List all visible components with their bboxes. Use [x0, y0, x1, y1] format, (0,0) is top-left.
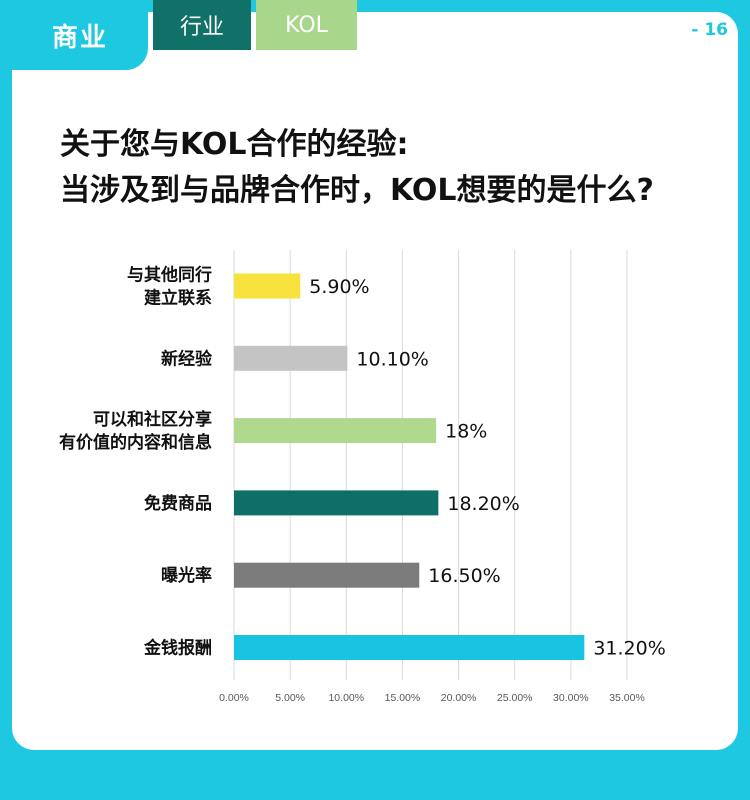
category-label: 与其他同行 — [127, 265, 212, 286]
page-number: - 16 — [691, 20, 728, 40]
bar-value-label: 5.90% — [309, 276, 369, 298]
bar — [234, 418, 437, 444]
bar — [234, 345, 348, 371]
category-label: 可以和社区分享 — [93, 409, 212, 430]
bar — [234, 490, 439, 516]
bar — [234, 562, 420, 588]
x-tick-label: 20.00% — [441, 692, 477, 704]
x-tick-label: 25.00% — [497, 692, 533, 704]
category-label: 新经验 — [161, 348, 213, 369]
x-tick-label: 30.00% — [553, 692, 589, 704]
category-label: 曝光率 — [161, 565, 212, 586]
category-label: 建立联系 — [144, 288, 212, 309]
category-label: 有价值的内容和信息 — [59, 432, 212, 453]
bar-value-label: 10.10% — [356, 348, 428, 370]
tab-business[interactable]: 商业 — [12, 0, 148, 70]
category-label: 免费商品 — [144, 493, 212, 514]
tab-industry[interactable]: 行业 — [153, 0, 251, 50]
page-title: 关于您与KOL合作的经验: 当涉及到与品牌合作时，KOL想要的是什么? — [60, 122, 740, 214]
bar-value-label: 31.20% — [593, 638, 665, 660]
tab-kol[interactable]: KOL — [256, 0, 357, 50]
content-card — [12, 12, 738, 750]
x-tick-label: 10.00% — [328, 692, 364, 704]
x-tick-label: 5.00% — [275, 692, 305, 704]
bar — [234, 273, 301, 299]
x-tick-label: 35.00% — [609, 692, 645, 704]
category-label: 金钱报酬 — [143, 638, 212, 659]
footer-brand: LAUNCHMETRICS — [28, 758, 217, 780]
x-tick-label: 15.00% — [385, 692, 421, 704]
bar-value-label: 18% — [445, 421, 487, 443]
bar — [234, 635, 585, 660]
title-line-1: 关于您与KOL合作的经验: — [60, 127, 409, 162]
bar-value-label: 18.20% — [447, 493, 519, 515]
x-tick-label: 0.00% — [219, 692, 249, 704]
footer-credit: JUMEILI.CN DESING-2019 — [450, 758, 728, 780]
title-line-2: 当涉及到与品牌合作时，KOL想要的是什么? — [60, 173, 654, 208]
bar-value-label: 16.50% — [428, 565, 500, 587]
